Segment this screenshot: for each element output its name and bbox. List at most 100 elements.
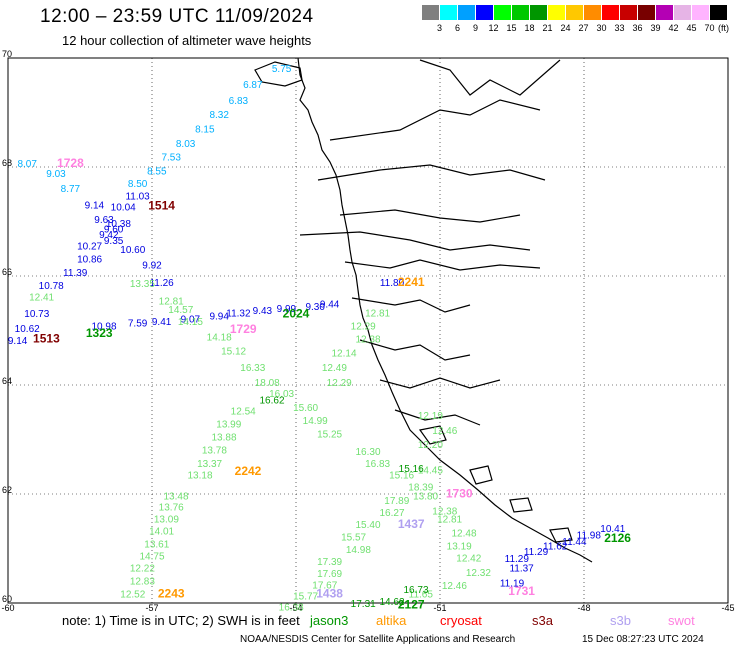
pass-time-label: 2126 <box>604 531 631 545</box>
colorbar-swatch <box>548 5 565 20</box>
wave-height-value: 16.03 <box>269 389 294 400</box>
wave-height-value: 12.20 <box>418 440 443 451</box>
wave-height-value: 13.09 <box>154 514 179 525</box>
wave-height-value: 9.42 <box>99 230 119 241</box>
wave-height-value: 5.75 <box>272 64 292 75</box>
wave-height-value: 18.39 <box>408 483 433 494</box>
colorbar-label: 3 <box>436 23 442 33</box>
coastline-islands-south <box>418 425 573 543</box>
wave-height-value: 15.16 <box>399 464 424 475</box>
wave-height-value: 14.45 <box>418 465 443 476</box>
wave-height-value: 17.67 <box>312 580 337 591</box>
wave-height-value: 7.59 <box>128 319 148 330</box>
colorbar-swatch <box>638 5 655 20</box>
colorbar-swatch <box>674 5 691 20</box>
colorbar-label: 70 <box>704 23 715 33</box>
pass-time-label: 1514 <box>148 199 175 213</box>
legend-altika: altika <box>376 613 407 628</box>
lat-tick-label: 62 <box>2 485 12 495</box>
wave-height-value: 13.19 <box>447 542 472 553</box>
wave-height-value: 13.48 <box>163 491 188 502</box>
page-subtitle: 12 hour collection of altimeter wave hei… <box>62 33 312 48</box>
colorbar-label: 27 <box>578 23 589 33</box>
wave-height-value: 12.29 <box>351 321 376 332</box>
wave-height-value: 12.42 <box>456 554 481 565</box>
wave-height-value: 10.60 <box>120 245 145 256</box>
pass-time-label: 1731 <box>508 584 535 598</box>
wave-height-value: 13.88 <box>211 433 236 444</box>
pass-time-label: 2127 <box>398 597 425 611</box>
wave-height-value: 10.27 <box>77 241 102 252</box>
wave-height-value: 12.48 <box>451 529 476 540</box>
pass-time-label: 1729 <box>230 322 257 336</box>
pass-time-label: 1437 <box>398 517 425 531</box>
wave-height-value: 16.62 <box>259 396 284 407</box>
wave-height-value: 14.98 <box>346 545 371 556</box>
wave-height-value: 12.19 <box>418 411 443 422</box>
wave-height-value: 13.35 <box>130 279 155 290</box>
credit-line: NOAA/NESDIS Center for Satellite Applica… <box>240 634 516 645</box>
colorbar-swatch <box>458 5 475 20</box>
wave-height-value: 8.03 <box>176 139 196 150</box>
wave-height-value: 7.53 <box>161 152 181 163</box>
map-grid: 70 68 66 64 62 60-60 -57 -54 -51 -48 -45 <box>1 49 734 612</box>
wave-height-value: 12.41 <box>29 293 54 304</box>
wave-height-value: 11.29 <box>505 554 530 565</box>
wave-height-value: 13.76 <box>159 502 184 513</box>
wave-height-value: 10.86 <box>77 254 102 265</box>
lon-tick-label: -57 <box>145 603 158 612</box>
colorbar-label: 24 <box>560 23 571 33</box>
wave-height-value: 12.81 <box>437 514 462 525</box>
colorbar-label: 36 <box>632 23 643 33</box>
footer-note: note: 1) Time is in UTC; 2) SWH is in fe… <box>62 613 300 628</box>
wave-height-value: 9.44 <box>320 300 340 311</box>
wave-height-value: 16.33 <box>240 363 265 374</box>
wave-height-value: 12.81 <box>159 296 184 307</box>
colorbar-swatch <box>494 5 511 20</box>
wave-height-value: 12.54 <box>231 406 256 417</box>
colorbar-label: 42 <box>668 23 679 33</box>
wave-height-value: 15.12 <box>221 346 246 357</box>
lon-tick-label: -51 <box>433 603 446 612</box>
wave-height-value: 10.38 <box>106 219 131 230</box>
legend-jason3: jason3 <box>310 613 349 628</box>
colorbar-swatch <box>692 5 709 20</box>
wave-height-value: 12.52 <box>120 590 145 601</box>
wave-height-value: 10.73 <box>24 309 49 320</box>
wave-height-value: 10.04 <box>111 203 136 214</box>
wave-height-value: 13.61 <box>144 539 169 550</box>
colorbar-label: 45 <box>686 23 697 33</box>
wave-height-value: 12.49 <box>322 363 347 374</box>
pass-time-label: 1513 <box>33 331 60 345</box>
wave-height-value: 15.60 <box>293 403 318 414</box>
lon-tick-label: -54 <box>289 603 302 612</box>
pass-time-label: 1728 <box>57 156 84 170</box>
wave-height-value: 15.40 <box>355 520 380 531</box>
colorbar-swatch <box>710 5 727 20</box>
colorbar-label: 21 <box>542 23 553 33</box>
colorbar-swatch <box>440 5 457 20</box>
wave-height-value: 6.87 <box>243 80 263 91</box>
wave-height-value: 11.80 <box>380 278 405 289</box>
wave-height-value: 12.38 <box>355 334 380 345</box>
wave-height-value: 16.27 <box>379 508 404 519</box>
colorbar-label: 39 <box>650 23 661 33</box>
colorbar-label: 9 <box>472 23 478 33</box>
wave-height-value: 11.39 <box>63 268 88 279</box>
colorbar-label: 30 <box>596 23 607 33</box>
wave-height-value: 11.03 <box>125 192 150 203</box>
colorbar-swatch <box>512 5 529 20</box>
wave-height-value: 15.57 <box>341 532 366 543</box>
lon-tick-label: -60 <box>1 603 14 612</box>
wave-height-value: 12.14 <box>331 349 356 360</box>
colorbar-label: 33 <box>614 23 625 33</box>
colorbar-swatch <box>656 5 673 20</box>
legend-s3b: s3b <box>610 613 631 628</box>
wave-height-value: 8.15 <box>195 125 215 136</box>
lon-tick-label: -45 <box>721 603 734 612</box>
generated-timestamp: 15 Dec 08:27:23 UTC 2024 <box>582 634 704 645</box>
wave-height-value: 13.99 <box>216 420 241 431</box>
colorbar-swatch <box>602 5 619 20</box>
coastline-main <box>297 57 593 563</box>
wave-height-value: 11.65 <box>409 590 434 601</box>
